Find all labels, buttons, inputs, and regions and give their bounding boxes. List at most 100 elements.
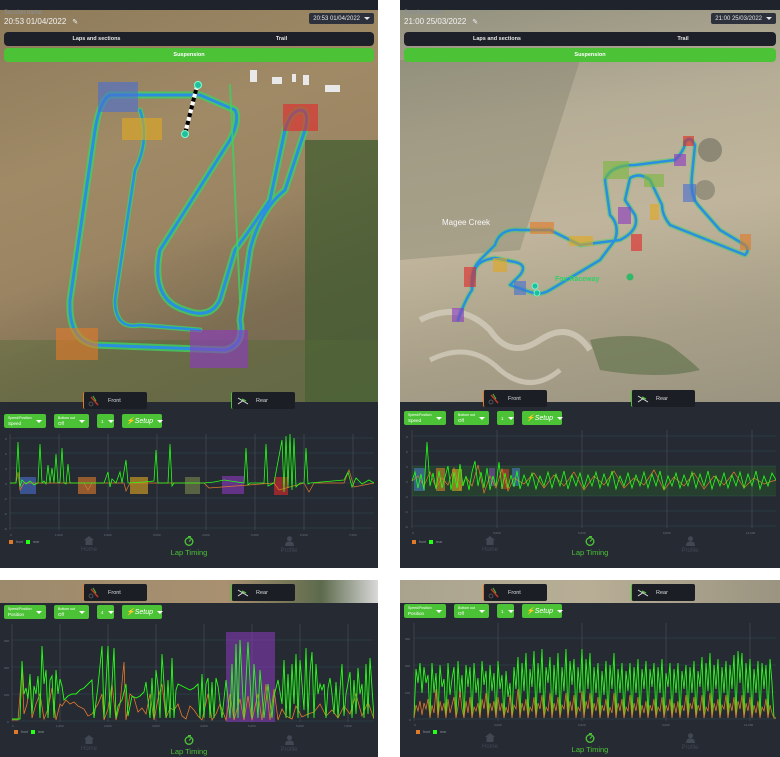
sensor-tab-front[interactable]: Front xyxy=(483,390,547,407)
chart-legend: front rear xyxy=(14,730,44,734)
rear-shock-icon xyxy=(637,395,649,402)
lap-dropdown[interactable]: 4 xyxy=(97,605,114,619)
svg-text:300: 300 xyxy=(405,637,410,641)
section-marker[interactable] xyxy=(644,174,664,187)
section-marker[interactable] xyxy=(683,136,694,146)
nav-profile[interactable]: Profile xyxy=(665,733,715,757)
rear-shock-icon xyxy=(637,589,649,596)
sensor-tab-front[interactable]: Front xyxy=(83,392,147,409)
track-map-strip[interactable] xyxy=(0,580,378,603)
nav-home[interactable]: Home xyxy=(64,536,114,568)
section-marker[interactable] xyxy=(674,154,686,166)
setup-dropdown[interactable]: ⚡Setup xyxy=(122,414,164,428)
section-marker[interactable] xyxy=(650,204,659,220)
nav-lap-timing[interactable]: Lap Timing xyxy=(565,733,615,757)
nav-home[interactable]: Home xyxy=(465,536,515,568)
section-marker[interactable] xyxy=(530,222,554,234)
nav-profile[interactable]: Profile xyxy=(264,536,314,568)
sensor-tab-rear-label: Rear xyxy=(656,589,668,596)
section-marker[interactable] xyxy=(514,281,526,295)
nav-lap-timing[interactable]: Lap Timing xyxy=(565,536,615,568)
setup-dropdown[interactable]: ⚡Setup xyxy=(522,604,564,618)
svg-text:200: 200 xyxy=(405,664,410,668)
suspension-speed-chart[interactable]: 9 6 3 0 -3 -6 -9 0 1,000 2,000 3,000 4,000 5,000 6,0… xyxy=(4,432,374,540)
chart-controls: Speed/Position Position Bottom out Off 1 ⚡… xyxy=(404,604,564,618)
section-marker[interactable] xyxy=(122,118,162,140)
chart-controls: Speed/Position Position Bottom out Off 4 ⚡… xyxy=(4,605,164,619)
lap-dropdown[interactable]: 1 xyxy=(497,604,514,618)
section-marker[interactable] xyxy=(190,330,248,368)
nav-profile[interactable]: Profile xyxy=(264,735,314,757)
stopwatch-icon xyxy=(184,735,194,745)
setup-dropdown[interactable]: ⚡Setup xyxy=(522,411,564,425)
bottom-out-dropdown[interactable]: Bottom out Off xyxy=(54,605,89,619)
nav-home[interactable]: Home xyxy=(64,735,114,757)
lap-dropdown[interactable]: 1 xyxy=(497,411,514,425)
speed-position-dropdown[interactable]: Speed/Position Speed xyxy=(404,411,446,425)
setup-dropdown[interactable]: ⚡Setup xyxy=(122,605,164,619)
sensor-tab-rear[interactable]: Rear xyxy=(231,392,295,409)
lap-dropdown[interactable]: 1 xyxy=(97,414,114,428)
section-marker[interactable] xyxy=(603,161,629,179)
svg-text:0: 0 xyxy=(414,723,416,727)
svg-text:0: 0 xyxy=(406,480,408,484)
bottom-out-dropdown[interactable]: Bottom out Off xyxy=(454,411,489,425)
suspension-position-chart[interactable]: 300 200 100 0 0 3,000 6,000 9,000 12,000 xyxy=(404,623,776,731)
nav-lap-timing[interactable]: Lap Timing xyxy=(164,536,214,568)
section-marker[interactable] xyxy=(56,328,98,360)
legend-swatch-rear xyxy=(429,540,434,544)
sensor-tab-rear[interactable]: Rear xyxy=(231,584,295,601)
nav-profile[interactable]: Profile xyxy=(665,536,715,568)
section-marker[interactable] xyxy=(283,104,318,131)
session-select-dropdown[interactable]: 20:53 01/04/2022 xyxy=(309,13,374,24)
session-select-dropdown[interactable]: 21:00 25/03/2022 xyxy=(711,13,776,24)
speed-position-dropdown[interactable]: Speed/Position Speed xyxy=(4,414,46,428)
nav-profile-label: Profile xyxy=(681,745,699,751)
bottom-out-dropdown[interactable]: Bottom out Off xyxy=(54,414,89,428)
section-marker[interactable] xyxy=(683,184,696,202)
edit-pencil-icon[interactable]: ✎ xyxy=(472,18,479,26)
section-marker[interactable] xyxy=(452,308,464,322)
bottom-out-dropdown[interactable]: Bottom out Off xyxy=(454,604,489,618)
section-marker[interactable] xyxy=(618,207,631,224)
bottom-nav: Home Lap Timing Profile xyxy=(400,733,780,757)
nav-lap-timing[interactable]: Lap Timing xyxy=(164,735,214,757)
section-marker[interactable] xyxy=(464,267,476,287)
sensor-tab-rear[interactable]: Rear xyxy=(631,390,695,407)
edit-pencil-icon[interactable]: ✎ xyxy=(72,18,79,26)
tab-trail[interactable]: Trail xyxy=(275,36,288,42)
session-name-label: Session name xyxy=(404,10,443,16)
section-marker[interactable] xyxy=(493,258,507,272)
session-name[interactable]: 20:53 01/04/2022 ✎ xyxy=(4,17,78,26)
speed-position-dropdown[interactable]: Speed/Position Position xyxy=(4,605,46,619)
nav-home-label: Home xyxy=(80,547,97,553)
section-marker[interactable] xyxy=(740,234,751,250)
track-map[interactable]: Magee Creek Fox Raceway Session name 21:… xyxy=(400,0,780,402)
suspension-speed-chart[interactable]: 9 6 3 0 -3 -6 -9 0 3,000 6,000 9,000 12,000 xyxy=(404,428,776,538)
section-marker[interactable] xyxy=(631,234,642,251)
nav-home[interactable]: Home xyxy=(465,733,515,757)
session-name-label: Session name xyxy=(4,10,43,16)
suspension-position-chart[interactable]: 300 200 100 0 0 1,000 2,000 3,000 4,000 5,000 6,0… xyxy=(4,624,374,732)
sensor-tab-front-label: Front xyxy=(508,395,521,402)
track-map[interactable]: Session name 20:53 01/04/2022 ✎ 20:53 01… xyxy=(0,0,378,402)
sensor-tab-front[interactable]: Front xyxy=(83,584,147,601)
svg-text:-6: -6 xyxy=(4,512,7,516)
isetup-logo: ⚡Setup xyxy=(126,609,154,616)
track-map-strip[interactable] xyxy=(400,580,780,603)
section-marker[interactable] xyxy=(569,236,593,246)
front-fork-icon xyxy=(488,393,499,404)
tab-trail[interactable]: Trail xyxy=(677,36,689,42)
profile-icon xyxy=(685,733,695,743)
tab-laps-and-sections[interactable]: Laps and sections xyxy=(473,36,521,42)
section-marker[interactable] xyxy=(98,82,138,112)
tab-suspension[interactable]: Suspension xyxy=(4,48,374,62)
sensor-tab-front[interactable]: Front xyxy=(483,584,547,601)
speed-position-label: Speed/Position xyxy=(408,606,432,610)
speed-position-dropdown[interactable]: Speed/Position Position xyxy=(404,604,446,618)
stopwatch-icon xyxy=(585,536,595,546)
tab-laps-and-sections[interactable]: Laps and sections xyxy=(72,36,121,42)
session-name[interactable]: 21:00 25/03/2022 ✎ xyxy=(404,17,478,26)
tab-suspension[interactable]: Suspension xyxy=(404,48,776,62)
sensor-tab-rear[interactable]: Rear xyxy=(631,584,695,601)
